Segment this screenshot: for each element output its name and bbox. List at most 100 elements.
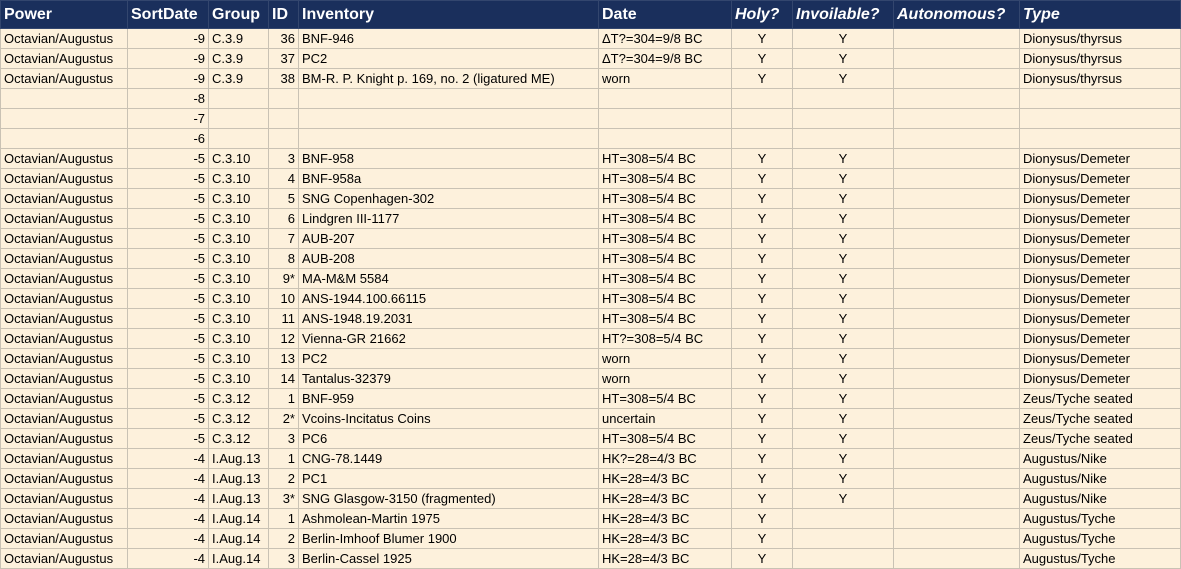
cell: Y xyxy=(792,328,894,349)
cell: -5 xyxy=(127,348,209,369)
cell: C.3.9 xyxy=(208,48,269,69)
cell: Dionysus/Demeter xyxy=(1019,248,1181,269)
cell: Y xyxy=(731,448,793,469)
cell: Y xyxy=(792,448,894,469)
cell: Octavian/Augustus xyxy=(0,308,128,329)
cell: 7 xyxy=(268,228,299,249)
cell: PC2 xyxy=(298,48,599,69)
table-row: Octavian/Augustus -9 C.3.9 36 BNF-946 ΔT?=304… xyxy=(0,28,1181,49)
cell: Augustus/Tyche xyxy=(1019,548,1181,569)
table-row: Octavian/Augustus -5 C.3.10 10 ANS-1944.100.… xyxy=(0,288,1181,309)
cell: Octavian/Augustus xyxy=(0,48,128,69)
cell xyxy=(893,488,1020,509)
cell: C.3.9 xyxy=(208,28,269,49)
cell: -5 xyxy=(127,168,209,189)
cell xyxy=(731,128,793,149)
column-header: Power xyxy=(0,0,128,29)
cell: -4 xyxy=(127,468,209,489)
cell: C.3.12 xyxy=(208,408,269,429)
cell: 1 xyxy=(268,448,299,469)
cell: Dionysus/Demeter xyxy=(1019,268,1181,289)
cell: Dionysus/Demeter xyxy=(1019,368,1181,389)
cell xyxy=(893,228,1020,249)
cell: C.3.10 xyxy=(208,328,269,349)
cell: 36 xyxy=(268,28,299,49)
cell xyxy=(893,388,1020,409)
cell: Y xyxy=(731,428,793,449)
cell: C.3.10 xyxy=(208,308,269,329)
cell xyxy=(893,408,1020,429)
cell: 5 xyxy=(268,188,299,209)
cell: HT=308=5/4 BC xyxy=(598,248,732,269)
cell: C.3.10 xyxy=(208,368,269,389)
cell: HT?=308=5/4 BC xyxy=(598,328,732,349)
cell: ΔT?=304=9/8 BC xyxy=(598,48,732,69)
cell xyxy=(893,188,1020,209)
cell: 2 xyxy=(268,528,299,549)
table-row: -7 xyxy=(0,108,1181,129)
cell xyxy=(598,88,732,109)
cell: Y xyxy=(731,188,793,209)
cell xyxy=(893,468,1020,489)
cell: HK=28=4/3 BC xyxy=(598,468,732,489)
cell: Dionysus/thyrsus xyxy=(1019,48,1181,69)
cell: Zeus/Tyche seated xyxy=(1019,428,1181,449)
cell: Octavian/Augustus xyxy=(0,148,128,169)
cell xyxy=(731,88,793,109)
cell: Y xyxy=(731,408,793,429)
table-row: -8 xyxy=(0,88,1181,109)
cell xyxy=(893,208,1020,229)
cell: Augustus/Nike xyxy=(1019,488,1181,509)
cell: Y xyxy=(731,488,793,509)
table-row: Octavian/Augustus -5 C.3.10 11 ANS-1948.19.2… xyxy=(0,308,1181,329)
cell: Dionysus/Demeter xyxy=(1019,148,1181,169)
cell: Y xyxy=(731,528,793,549)
cell: -6 xyxy=(127,128,209,149)
cell: HT=308=5/4 BC xyxy=(598,228,732,249)
cell: C.3.10 xyxy=(208,228,269,249)
cell xyxy=(1019,108,1181,129)
cell: Y xyxy=(792,308,894,329)
table-row: Octavian/Augustus -4 I.Aug.13 1 CNG-78.1449 H… xyxy=(0,448,1181,469)
cell: Augustus/Tyche xyxy=(1019,508,1181,529)
cell xyxy=(298,108,599,129)
cell: PC2 xyxy=(298,348,599,369)
cell: Zeus/Tyche seated xyxy=(1019,408,1181,429)
cell: Octavian/Augustus xyxy=(0,488,128,509)
cell: C.3.10 xyxy=(208,168,269,189)
cell: C.3.12 xyxy=(208,388,269,409)
cell: BNF-958 xyxy=(298,148,599,169)
table-row: Octavian/Augustus -5 C.3.10 6 Lindgren III-1… xyxy=(0,208,1181,229)
cell: Y xyxy=(731,508,793,529)
cell xyxy=(1019,88,1181,109)
table-row: Octavian/Augustus -9 C.3.9 38 BM-R. P. Knigh… xyxy=(0,68,1181,89)
cell: HT=308=5/4 BC xyxy=(598,388,732,409)
cell: Dionysus/Demeter xyxy=(1019,288,1181,309)
cell: Dionysus/thyrsus xyxy=(1019,28,1181,49)
cell xyxy=(268,108,299,129)
table-row: Octavian/Augustus -5 C.3.12 2* Vcoins-Incita… xyxy=(0,408,1181,429)
cell: AUB-207 xyxy=(298,228,599,249)
cell xyxy=(792,548,894,569)
cell: Y xyxy=(731,208,793,229)
table-row: Octavian/Augustus -5 C.3.12 1 BNF-959 HT=308=… xyxy=(0,388,1181,409)
cell: PC1 xyxy=(298,468,599,489)
cell: Y xyxy=(792,28,894,49)
cell: HT=308=5/4 BC xyxy=(598,268,732,289)
cell: uncertain xyxy=(598,408,732,429)
cell: Y xyxy=(792,48,894,69)
cell: Y xyxy=(792,428,894,449)
cell: -5 xyxy=(127,228,209,249)
cell xyxy=(893,308,1020,329)
cell: -5 xyxy=(127,268,209,289)
cell: HK=28=4/3 BC xyxy=(598,528,732,549)
column-header: SortDate xyxy=(127,0,209,29)
cell: Y xyxy=(731,148,793,169)
cell: Y xyxy=(792,68,894,89)
cell: 3 xyxy=(268,148,299,169)
cell: BM-R. P. Knight p. 169, no. 2 (ligatured… xyxy=(298,68,599,89)
cell: HK=28=4/3 BC xyxy=(598,488,732,509)
cell xyxy=(893,88,1020,109)
cell: -5 xyxy=(127,208,209,229)
column-header: Autonomous? xyxy=(893,0,1020,29)
